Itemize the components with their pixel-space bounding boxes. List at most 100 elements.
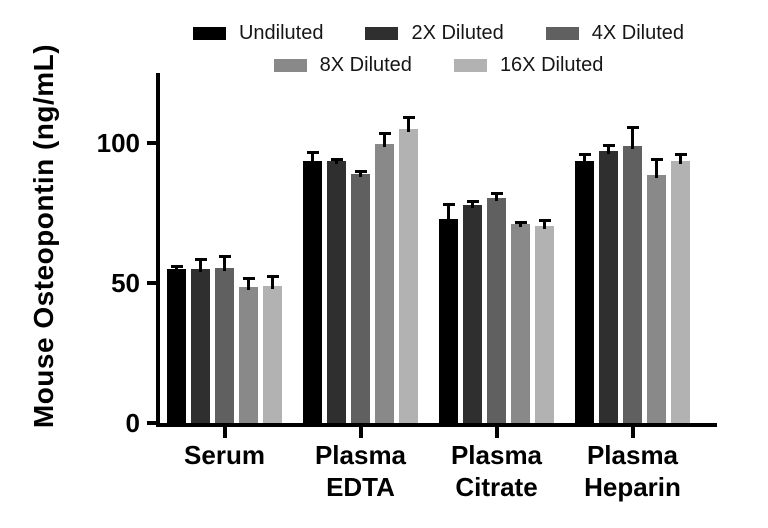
bar-plasma-edta-4x-diluted [351,173,370,423]
error-cap-plasma-heparin-2x-diluted [602,144,615,148]
error-bar-plasma-edta-16x-diluted [407,116,410,132]
legend-label-8x-diluted: 8X Diluted [319,54,412,76]
x-tick-serum [222,427,227,438]
error-cap-plasma-citrate-8x-diluted [514,221,527,225]
x-category-line: Plasma [314,440,407,470]
legend-swatch-4x-diluted [545,27,579,40]
bar-plasma-heparin-16x-diluted [671,161,690,423]
x-category-label-plasma-edta: Plasma EDTA [286,439,436,503]
x-category-line: Plasma [450,440,543,470]
error-bar-plasma-heparin-8x-diluted [655,158,658,179]
legend-item-8x-diluted: 8X Diluted [273,54,412,77]
y-tick-label-50: 50 [111,268,140,298]
error-bar-plasma-edta-undiluted [311,151,314,165]
x-category-line: Heparin [584,472,681,502]
y-axis-title: Mouse Osteopontin (ng/mL) [28,43,59,429]
bar-plasma-heparin-2x-diluted [599,151,618,423]
error-cap-plasma-edta-undiluted [306,151,319,155]
bar-plasma-heparin-4x-diluted [623,145,642,423]
bar-plasma-citrate-4x-diluted [487,197,506,423]
error-bar-plasma-citrate-undiluted [447,203,450,222]
bar-plasma-edta-2x-diluted [327,161,346,423]
error-bar-plasma-citrate-2x-diluted [471,200,474,208]
legend-swatch-undiluted [192,27,226,40]
error-bar-plasma-edta-8x-diluted [383,131,386,148]
x-category-label-serum: Serum [150,439,300,471]
error-bar-plasma-heparin-2x-diluted [607,144,610,155]
error-cap-plasma-edta-8x-diluted [378,131,391,135]
error-cap-serum-2x-diluted [194,257,207,261]
error-cap-plasma-edta-2x-diluted [330,158,343,162]
y-tick-label-0: 0 [125,408,140,438]
bar-plasma-citrate-2x-diluted [463,204,482,423]
error-cap-plasma-heparin-16x-diluted [674,152,687,156]
x-category-line: EDTA [326,472,395,502]
legend-swatch-2x-diluted [365,27,399,40]
error-bar-serum-8x-diluted [247,277,250,291]
bar-plasma-citrate-8x-diluted [511,224,530,423]
error-bar-plasma-heparin-undiluted [583,152,586,165]
y-tick-50 [147,281,156,285]
bar-serum-undiluted [167,269,186,423]
x-category-line: Citrate [455,472,538,502]
error-cap-plasma-heparin-4x-diluted [626,126,639,130]
bar-plasma-edta-8x-diluted [375,144,394,423]
legend-label-16x-diluted: 16X Diluted [499,54,604,76]
legend-item-4x-diluted: 4X Diluted [545,22,685,45]
error-cap-plasma-citrate-16x-diluted [538,218,551,222]
bar-plasma-citrate-undiluted [439,218,458,423]
x-tick-plasma-edta [358,427,363,438]
error-cap-plasma-heparin-undiluted [578,152,591,156]
y-tick-100 [147,141,156,145]
error-cap-serum-8x-diluted [242,277,255,281]
error-cap-serum-16x-diluted [266,274,279,278]
x-category-line: Serum [184,440,265,470]
error-bar-serum-4x-diluted [223,255,226,271]
legend-item-2x-diluted: 2X Diluted [365,22,504,45]
y-axis-line [156,73,160,427]
error-cap-plasma-citrate-4x-diluted [490,192,503,195]
error-cap-serum-4x-diluted [218,255,231,258]
error-bar-plasma-heparin-4x-diluted [631,126,634,149]
x-axis-line [156,423,717,427]
plot-area: 0 50 100 Serum Plasma EDTA Plasma Citrate Plasma… [97,73,717,502]
legend-row-2: 8X Diluted 16X Diluted [160,54,717,77]
bar-serum-16x-diluted [263,285,282,423]
error-bar-plasma-citrate-16x-diluted [543,218,546,229]
legend-swatch-16x-diluted [453,59,487,72]
bar-serum-2x-diluted [191,269,210,423]
bar-serum-8x-diluted [239,287,258,423]
x-category-label-plasma-citrate: Plasma Citrate [422,439,572,503]
error-cap-plasma-citrate-2x-diluted [466,200,479,204]
y-tick-label-100: 100 [96,128,140,158]
legend-item-16x-diluted: 16X Diluted [453,54,604,77]
legend-label-undiluted: Undiluted [238,22,324,44]
bar-plasma-heparin-8x-diluted [647,175,666,423]
error-cap-plasma-edta-16x-diluted [402,116,415,120]
legend: Undiluted 2X Diluted 4X Diluted 8X Diluted 1… [160,22,717,86]
error-bar-serum-undiluted [175,264,178,272]
legend-row-1: Undiluted 2X Diluted 4X Diluted [160,22,717,45]
error-bar-serum-2x-diluted [199,257,202,272]
bar-serum-4x-diluted [215,267,234,423]
error-cap-plasma-heparin-8x-diluted [650,158,663,162]
error-cap-serum-undiluted [170,264,183,268]
x-category-label-plasma-heparin: Plasma Heparin [558,439,708,503]
x-category-line: Plasma [586,440,679,470]
error-bar-plasma-heparin-16x-diluted [679,152,682,165]
bar-plasma-heparin-undiluted [575,161,594,423]
legend-label-2x-diluted: 2X Diluted [411,22,504,44]
legend-swatch-8x-diluted [273,59,307,72]
error-cap-plasma-edta-4x-diluted [354,169,367,173]
legend-label-4x-diluted: 4X Diluted [591,22,685,44]
error-bar-serum-16x-diluted [271,274,274,289]
bar-plasma-edta-16x-diluted [399,129,418,423]
error-bar-plasma-edta-4x-diluted [359,169,362,177]
error-bar-plasma-citrate-4x-diluted [495,192,498,201]
x-tick-plasma-citrate [494,427,499,438]
y-tick-0 [147,421,156,425]
legend-item-undiluted: Undiluted [192,22,324,45]
bar-plasma-edta-undiluted [303,161,322,423]
error-cap-plasma-citrate-undiluted [442,203,455,207]
